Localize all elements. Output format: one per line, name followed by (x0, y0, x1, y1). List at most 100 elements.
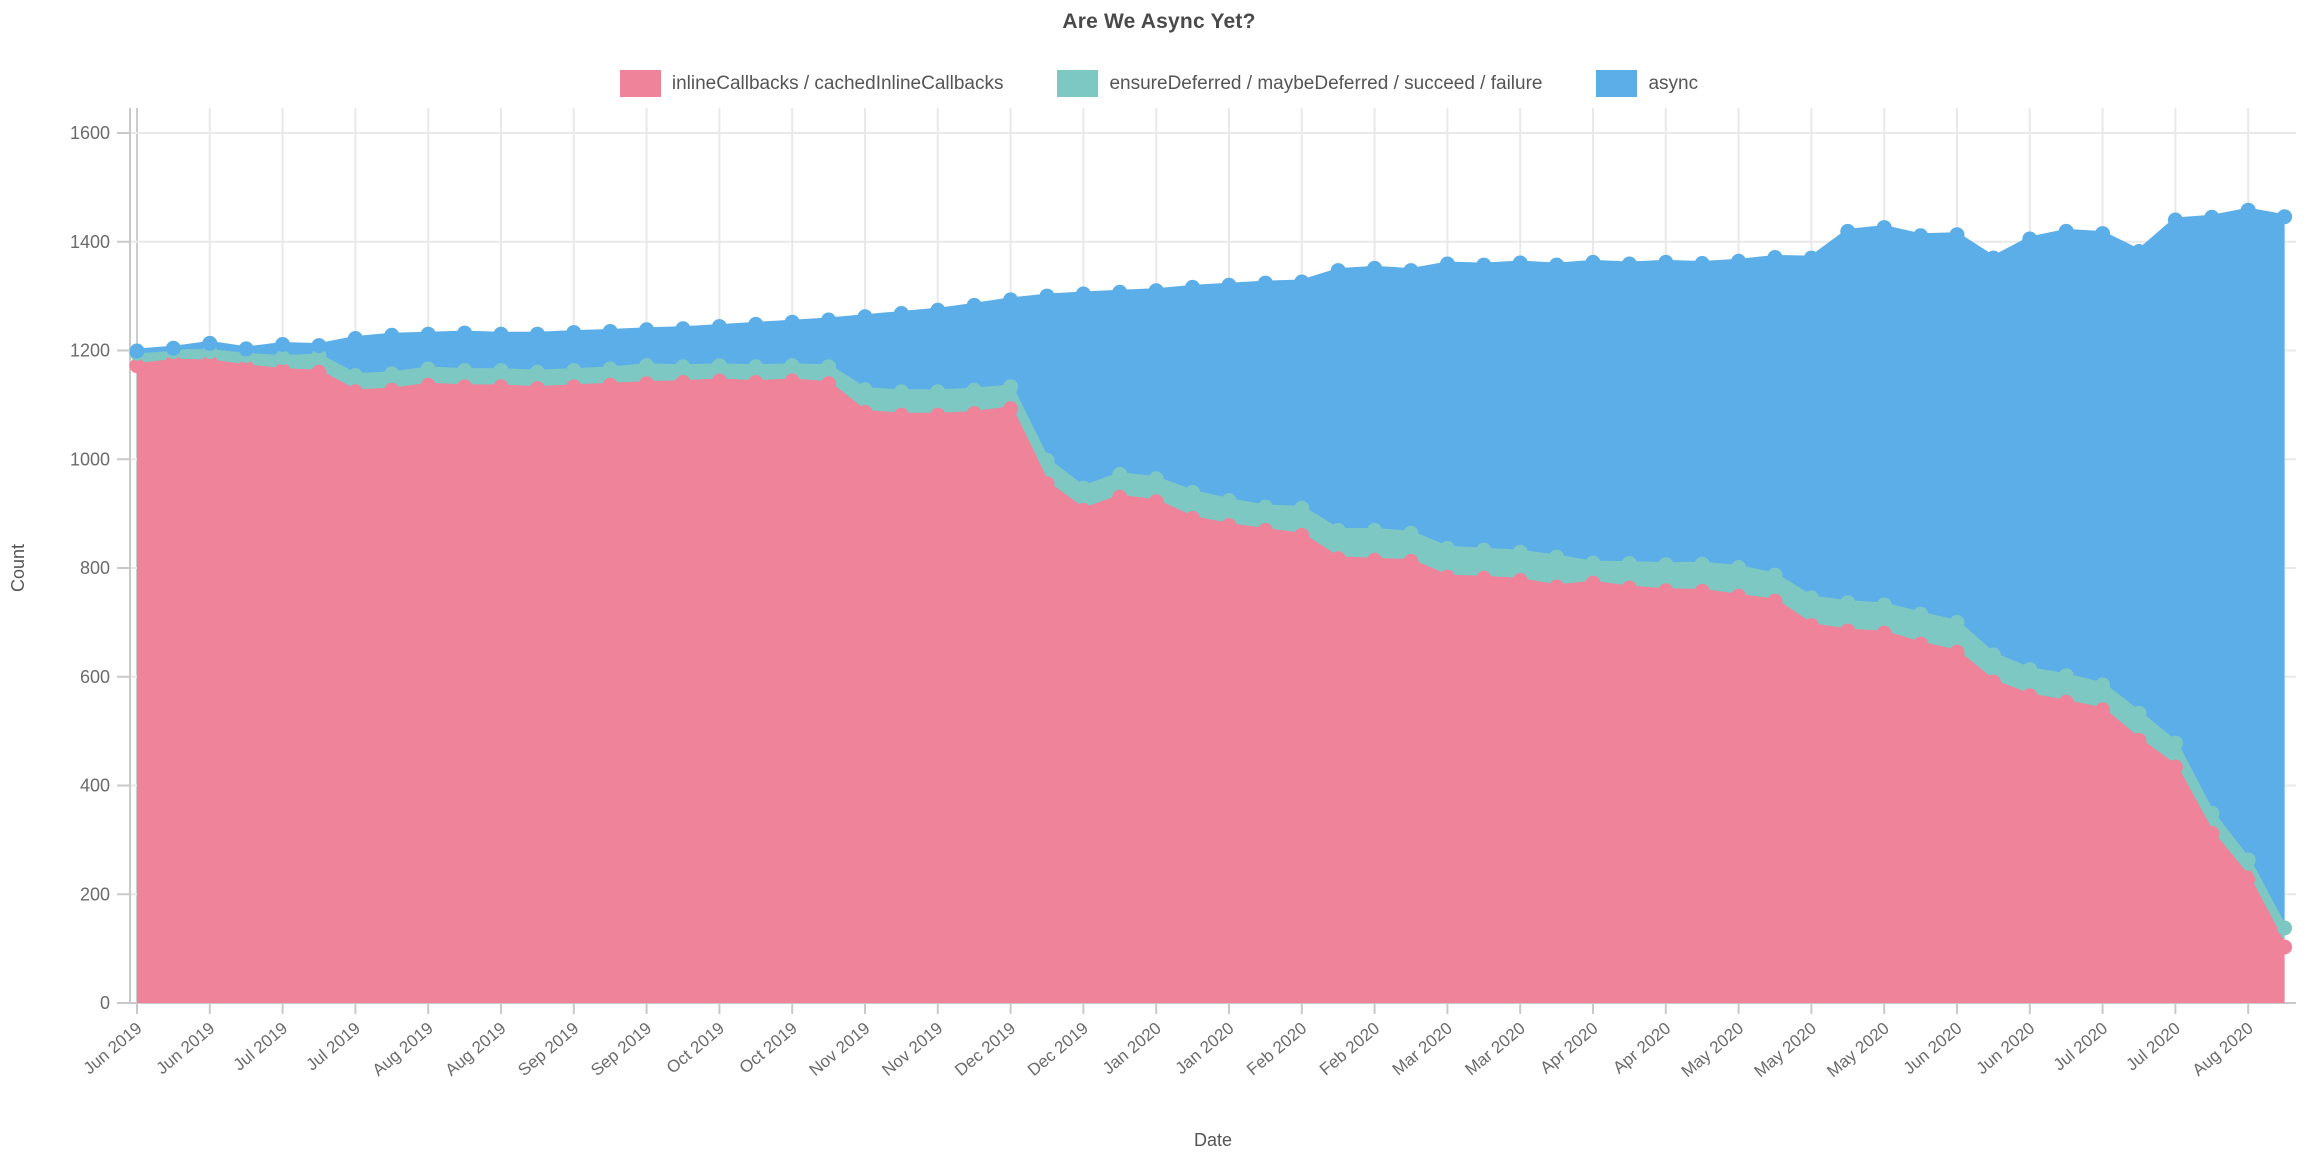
data-point-marker (1439, 540, 1455, 556)
data-point-marker (1876, 597, 1892, 613)
data-point-marker (1294, 500, 1310, 516)
data-point-marker (2240, 202, 2256, 218)
data-point-marker (784, 373, 800, 389)
x-axis-title: Date (1194, 1130, 1232, 1150)
x-tick-label: Dec 2019 (1024, 1019, 1092, 1080)
data-point-marker (2277, 939, 2293, 955)
data-point-marker (1403, 554, 1419, 569)
y-tick-label: 400 (80, 776, 110, 796)
data-point-marker (384, 366, 400, 382)
data-point-marker (529, 364, 545, 380)
data-point-marker (1403, 525, 1419, 541)
data-point-marker (1330, 523, 1346, 538)
data-point-marker (529, 381, 545, 397)
data-point-marker (857, 405, 873, 420)
x-tick-label: Jan 2020 (1172, 1019, 1238, 1079)
data-point-marker (2277, 209, 2293, 225)
data-point-marker (165, 340, 181, 356)
series-areas (137, 210, 2285, 1003)
data-point-marker (893, 407, 909, 423)
x-tick-labels: Jun 2019 Jun 2019 Jul 2019 Jul 2019 Aug 2019… (80, 1019, 2257, 1082)
data-point-marker (1803, 250, 1819, 266)
data-point-marker (602, 361, 618, 377)
data-point-marker (1294, 527, 1310, 543)
data-point-marker (457, 363, 473, 379)
data-point-marker (2131, 705, 2147, 721)
data-point-marker (1621, 256, 1637, 272)
data-point-marker (1185, 484, 1201, 500)
x-tick-label: Jun 2020 (1900, 1019, 1966, 1079)
data-point-marker (675, 359, 691, 375)
data-point-marker (1658, 583, 1674, 599)
legend-item-1[interactable]: inlineCallbacks / cachedInlineCallbacks (619, 70, 1003, 97)
data-point-marker (821, 359, 837, 375)
data-point-marker (1039, 452, 1055, 468)
data-point-marker (821, 312, 837, 328)
x-tick-label: Jul 2020 (2050, 1019, 2111, 1075)
data-point-marker (602, 377, 618, 393)
data-point-marker (1330, 551, 1346, 567)
data-point-marker (1112, 284, 1128, 300)
legend-swatch-icon (619, 70, 661, 97)
x-tick-label: Sep 2019 (587, 1019, 655, 1080)
data-point-marker (529, 326, 545, 342)
data-point-marker (1985, 647, 2001, 663)
data-point-marker (1221, 277, 1237, 293)
y-tick-label: 1600 (70, 123, 110, 143)
data-point-marker (1767, 250, 1783, 265)
data-point-marker (711, 373, 727, 389)
x-tick-label: Jun 2020 (1973, 1019, 2039, 1079)
data-point-marker (893, 306, 909, 321)
data-point-marker (1257, 275, 1273, 291)
series-markers-inlinecallbacks (129, 353, 2293, 955)
data-point-marker (1112, 467, 1128, 482)
data-point-marker (1367, 552, 1383, 568)
data-point-marker (1185, 279, 1201, 295)
data-point-marker (1476, 570, 1492, 586)
data-point-marker (1148, 283, 1164, 299)
x-tick-label: Jun 2019 (153, 1019, 219, 1079)
data-point-marker (1148, 471, 1164, 487)
data-point-marker (1621, 556, 1637, 572)
data-point-marker (857, 382, 873, 398)
data-point-marker (1658, 254, 1674, 270)
data-point-marker (2240, 870, 2256, 886)
data-point-marker (711, 358, 727, 374)
data-point-marker (2167, 735, 2183, 751)
legend-item-label: ensureDeferred / maybeDeferred / succeed… (1109, 72, 1543, 94)
x-tick-label: Jun 2019 (80, 1019, 146, 1079)
data-point-marker (2131, 244, 2147, 259)
x-tick-label: May 2020 (1751, 1019, 1820, 1082)
data-point-marker (1294, 274, 1310, 290)
data-point-marker (1731, 253, 1747, 269)
x-tick-label: May 2020 (1678, 1019, 1747, 1082)
data-point-marker (748, 316, 764, 332)
data-point-marker (202, 354, 218, 370)
data-point-marker (1803, 618, 1819, 634)
data-point-marker (966, 382, 982, 398)
data-point-marker (457, 379, 473, 395)
series-area-inlinecallbacks (137, 361, 2285, 1003)
legend-item-3[interactable]: async (1596, 70, 1698, 97)
data-point-marker (129, 343, 145, 359)
data-point-marker (1731, 560, 1747, 575)
series-markers-async (129, 202, 2293, 359)
data-point-marker (2167, 212, 2183, 228)
data-point-marker (1549, 257, 1565, 273)
data-point-marker (2167, 759, 2183, 775)
data-point-marker (1075, 502, 1091, 518)
data-point-marker (566, 379, 582, 395)
x-tick-label: Feb 2020 (1243, 1019, 1310, 1080)
x-tick-label: May 2020 (1823, 1019, 1892, 1082)
chart-title: Are We Async Yet? (1062, 10, 1256, 33)
data-point-marker (602, 324, 618, 339)
data-point-marker (1585, 575, 1601, 591)
data-point-marker (1767, 593, 1783, 609)
y-tick-label: 1200 (70, 341, 110, 361)
data-point-marker (1112, 489, 1128, 505)
data-point-marker (1476, 257, 1492, 273)
x-tick-label: Jul 2019 (230, 1019, 291, 1075)
y-tick-labels: 0 200 400 600 800 1000 1200 1400 1600 (70, 123, 110, 1013)
legend-item-2[interactable]: ensureDeferred / maybeDeferred / succeed… (1057, 70, 1542, 97)
data-point-marker (2131, 732, 2147, 748)
